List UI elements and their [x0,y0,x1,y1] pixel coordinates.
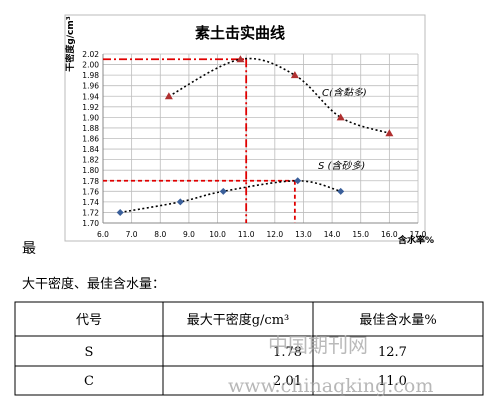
y-tick-label: 1.82 [82,156,99,165]
watermark: www.chinaqking.com [228,375,433,397]
data-point [164,92,173,100]
x-tick-label: 16.0 [381,230,398,239]
y-tick-label: 1.72 [82,208,99,217]
x-tick-label: 15.0 [352,230,369,239]
y-tick-label: 1.90 [82,113,99,122]
x-tick-label: 10.0 [209,230,226,239]
x-tick-label: 7.0 [126,230,138,239]
x-tick-label: 13.0 [295,230,312,239]
y-tick-label: 1.86 [82,135,99,144]
data-point [337,187,345,195]
table-cell: S [85,345,94,360]
y-tick-label: 1.76 [82,187,99,196]
data-point [290,71,299,79]
y-tick-label: 1.98 [82,71,99,80]
table-header: 代号 [76,313,102,328]
caption: 大干密度、最佳含水量： [22,276,165,292]
x-axis-label: 含水率% [397,234,434,246]
data-point [385,129,394,137]
y-tick-label: 1.96 [82,82,99,91]
y-tick-label: 1.78 [82,177,99,186]
data-point [116,208,124,216]
plot: 1.70 1.721.74 1.761.78 1.801.82 1.841.86 1.88… [82,50,426,239]
y-tick-label: 1.94 [82,92,99,101]
chart-title: 素土击实曲线 [195,24,285,42]
data-point [176,198,184,206]
data-point [294,177,302,185]
y-tick-label: 1.88 [82,124,99,133]
y-tick-label: 1.84 [82,145,99,154]
y-tick-label: 1.74 [82,198,99,207]
table-cell: 1.78 [273,345,302,360]
series-label: C(含黏多) [322,87,367,99]
y-tick-label: 1.70 [82,219,99,228]
y-tick-label: 2.02 [82,50,99,59]
series-label: S (含砂多) [318,160,365,172]
x-tick-label: 12.0 [266,230,283,239]
x-tick-label: 14.0 [324,230,341,239]
table-header: 最佳含水量% [359,312,436,328]
y-tick-label: 2.00 [82,61,99,70]
text-fragment: 最 [22,241,36,257]
table: 代号 最大干密度g/cm³ 最佳含水量% S 1.78 12.7 C 2.01 11.0 [14,301,484,396]
x-tick-label: 17.0 [410,230,427,239]
y-tick-label: 1.92 [82,103,99,112]
table-header: 最大干密度g/cm³ [187,312,290,328]
y-axis-label: 干密度g/cm³ [64,16,76,71]
data-point [219,187,227,195]
watermark: 中国期刊网 [268,333,368,357]
table-cell: C [84,374,94,389]
y-tick-label: 1.80 [82,166,99,175]
table-cell: 12.7 [378,345,407,360]
x-tick-label: 6.0 [97,230,109,239]
x-tick-label: 9.0 [183,230,195,239]
x-tick-label: 8.0 [154,230,166,239]
table-cell: 11.0 [378,374,407,389]
data-point [336,113,345,121]
table-border [14,301,484,396]
data-point [236,55,245,63]
x-tick-label: 11.0 [238,230,255,239]
table-cell: 2.01 [273,374,302,389]
